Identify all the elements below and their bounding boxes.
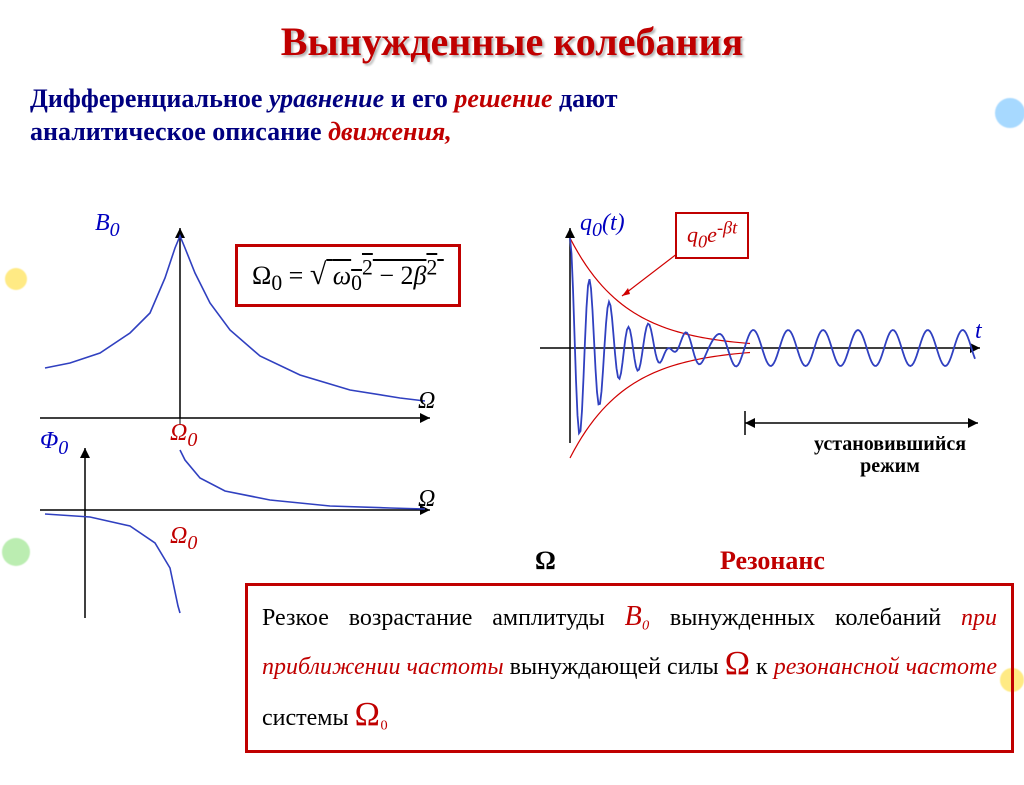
resonance-definition-box: Резкое возрастание амплитуды B₀ вынужден…: [245, 583, 1014, 753]
transient-chart: q0(t) t q0e-βt установившийсярежим: [530, 218, 990, 478]
amp-xlabel: Ω: [418, 388, 435, 415]
trans-ylabel: q0(t): [580, 210, 625, 242]
subtitle-part: и его: [384, 84, 454, 113]
subtitle: Дифференциальное уравнение и его решение…: [30, 83, 994, 148]
phase-tick: Ω0: [170, 523, 197, 555]
page-title: Вынужденные колебания: [0, 18, 1024, 65]
trans-xlabel: t: [975, 318, 982, 345]
subtitle-part: аналитическое описание: [30, 117, 328, 146]
envelope-callout: q0e-βt: [675, 212, 749, 259]
phase-xlabel: Ω: [418, 486, 435, 513]
amplitude-chart: B0 Ω Ω0: [30, 218, 440, 428]
subtitle-part: дают: [553, 84, 618, 113]
subtitle-part: движения,: [328, 117, 452, 146]
resonance-title: Резонанс: [720, 546, 825, 576]
omega-label: Ω: [535, 546, 556, 576]
steady-state-label: установившийсярежим: [805, 433, 975, 477]
amp-ylabel: B0: [95, 210, 120, 242]
phase-ylabel: Φ0: [40, 428, 68, 460]
subtitle-part: решение: [454, 84, 552, 113]
subtitle-part: уравнение: [269, 84, 384, 113]
subtitle-part: Дифференциальное: [30, 84, 269, 113]
